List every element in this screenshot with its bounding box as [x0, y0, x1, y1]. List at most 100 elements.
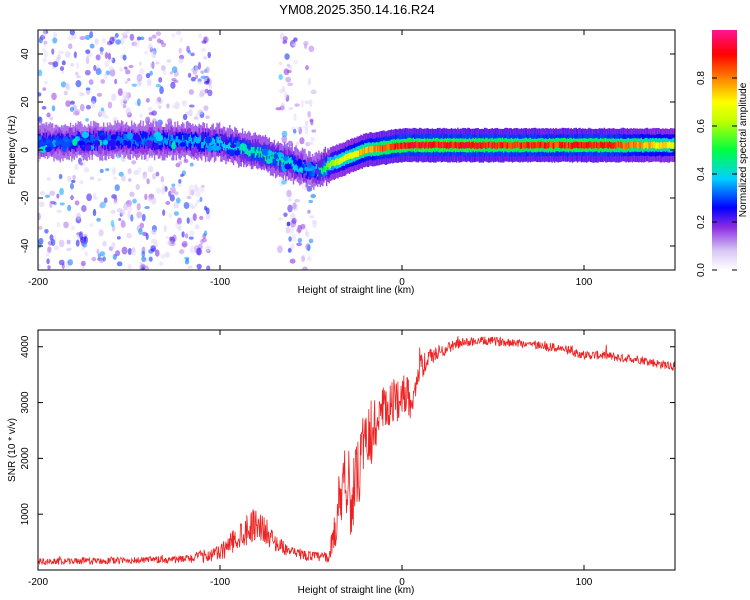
noise-cell — [161, 42, 167, 48]
spectrogram-cell — [455, 142, 458, 149]
noise-cell — [201, 47, 206, 52]
noise-cell — [85, 56, 90, 65]
spectrogram-cell — [341, 157, 343, 164]
spectrogram-blob — [81, 131, 90, 139]
noise-cell — [159, 86, 164, 95]
spectrogram-x-axis: -200 -100 0 100 — [28, 30, 593, 288]
noise-cell — [151, 34, 157, 39]
spectrogram-cell — [315, 163, 318, 171]
noise-cell — [102, 240, 107, 247]
spectrogram-cell — [643, 142, 645, 149]
snr-marks — [38, 336, 675, 566]
noise-cell — [311, 129, 317, 133]
x-tick-label: 0 — [399, 577, 405, 588]
spectrogram-cell — [410, 142, 412, 149]
noise-cell — [294, 103, 300, 107]
spectrogram-cell — [109, 134, 111, 141]
noise-cell — [308, 238, 314, 244]
spectrogram-cell — [574, 141, 576, 149]
noise-cell — [293, 128, 297, 134]
spectrogram-blob — [38, 135, 42, 141]
spectrogram-cell — [583, 142, 585, 149]
noise-cell — [186, 217, 190, 224]
spectrogram-cell — [655, 142, 658, 149]
spectrogram-marks — [38, 30, 675, 270]
noise-cell — [201, 40, 207, 44]
spectrogram-cell — [132, 137, 134, 144]
spectrogram-blob — [85, 144, 92, 152]
spectrogram-cell — [575, 141, 578, 148]
noise-cell — [205, 66, 210, 74]
spectrogram-cell — [63, 142, 65, 149]
spectrogram-cell — [418, 142, 421, 149]
spectrogram-cell — [533, 142, 535, 149]
spectrogram-cell — [225, 144, 227, 151]
noise-cell — [284, 53, 290, 60]
spectrogram-cell — [590, 142, 593, 149]
noise-cell — [188, 188, 192, 197]
spectrogram-cell — [508, 141, 510, 148]
noise-cell — [205, 212, 211, 220]
spectrogram-cell — [394, 143, 397, 150]
noise-cell — [100, 107, 105, 112]
spectrogram-cell — [217, 137, 220, 144]
spectrogram-cell — [556, 141, 558, 148]
noise-cell — [85, 87, 91, 91]
spectrogram-cell — [291, 160, 293, 167]
spectrogram-blob — [220, 134, 227, 142]
spectrogram-cell — [486, 142, 488, 149]
spectrogram-cell — [491, 142, 493, 149]
spectrogram-cell — [634, 141, 636, 149]
spectrogram-cell — [60, 139, 63, 146]
spectrogram-blob — [45, 146, 52, 152]
spectrogram-cell — [487, 141, 490, 149]
spectrogram-cell — [648, 141, 650, 148]
spectrogram-cell — [592, 142, 594, 149]
noise-cell — [42, 30, 47, 37]
noise-cell — [95, 67, 102, 76]
spectrogram-cell — [602, 142, 604, 149]
noise-cell — [58, 50, 64, 55]
spectrogram-cell — [324, 166, 327, 173]
noise-cell — [67, 175, 72, 182]
spectrogram-cell — [580, 141, 583, 149]
spectrogram-cell — [639, 142, 641, 149]
noise-cell — [46, 258, 50, 265]
noise-cell — [286, 69, 292, 74]
spectrogram-cell — [40, 140, 42, 147]
noise-cell — [79, 162, 84, 166]
noise-cell — [147, 165, 154, 173]
spectrogram-cell — [190, 137, 193, 144]
noise-cell — [183, 158, 189, 164]
noise-cell — [89, 176, 95, 180]
spectrogram-blob — [201, 131, 206, 140]
spectrogram-cell — [248, 150, 250, 157]
noise-cell — [171, 183, 176, 187]
spectrogram-cell — [645, 141, 648, 148]
noise-cell — [175, 197, 181, 204]
spectrogram-cell — [203, 138, 206, 152]
noise-cell — [125, 69, 131, 75]
spectrogram-cell — [145, 131, 147, 146]
spectrogram-cell — [252, 147, 254, 154]
noise-cell — [203, 80, 210, 85]
noise-cell — [196, 247, 202, 256]
noise-cell — [181, 101, 188, 107]
noise-cell — [124, 80, 128, 85]
spectrogram-cell — [550, 141, 552, 148]
noise-cell — [309, 215, 315, 219]
spectrogram-cell — [43, 132, 45, 147]
noise-cell — [208, 84, 213, 89]
noise-cell — [205, 115, 210, 120]
spectrogram-cell — [505, 142, 507, 149]
spectrogram-cell — [438, 141, 440, 148]
spectrogram-cell — [445, 142, 448, 149]
spectrogram-cell — [664, 142, 667, 149]
spectrogram-blob — [61, 145, 67, 152]
spectrogram-cell — [620, 141, 622, 148]
spectrogram-cell — [311, 171, 314, 178]
spectrogram-cell — [599, 141, 602, 148]
noise-cell — [98, 229, 104, 237]
spectrogram-cell — [399, 142, 402, 149]
spectrogram-cell — [468, 141, 471, 148]
